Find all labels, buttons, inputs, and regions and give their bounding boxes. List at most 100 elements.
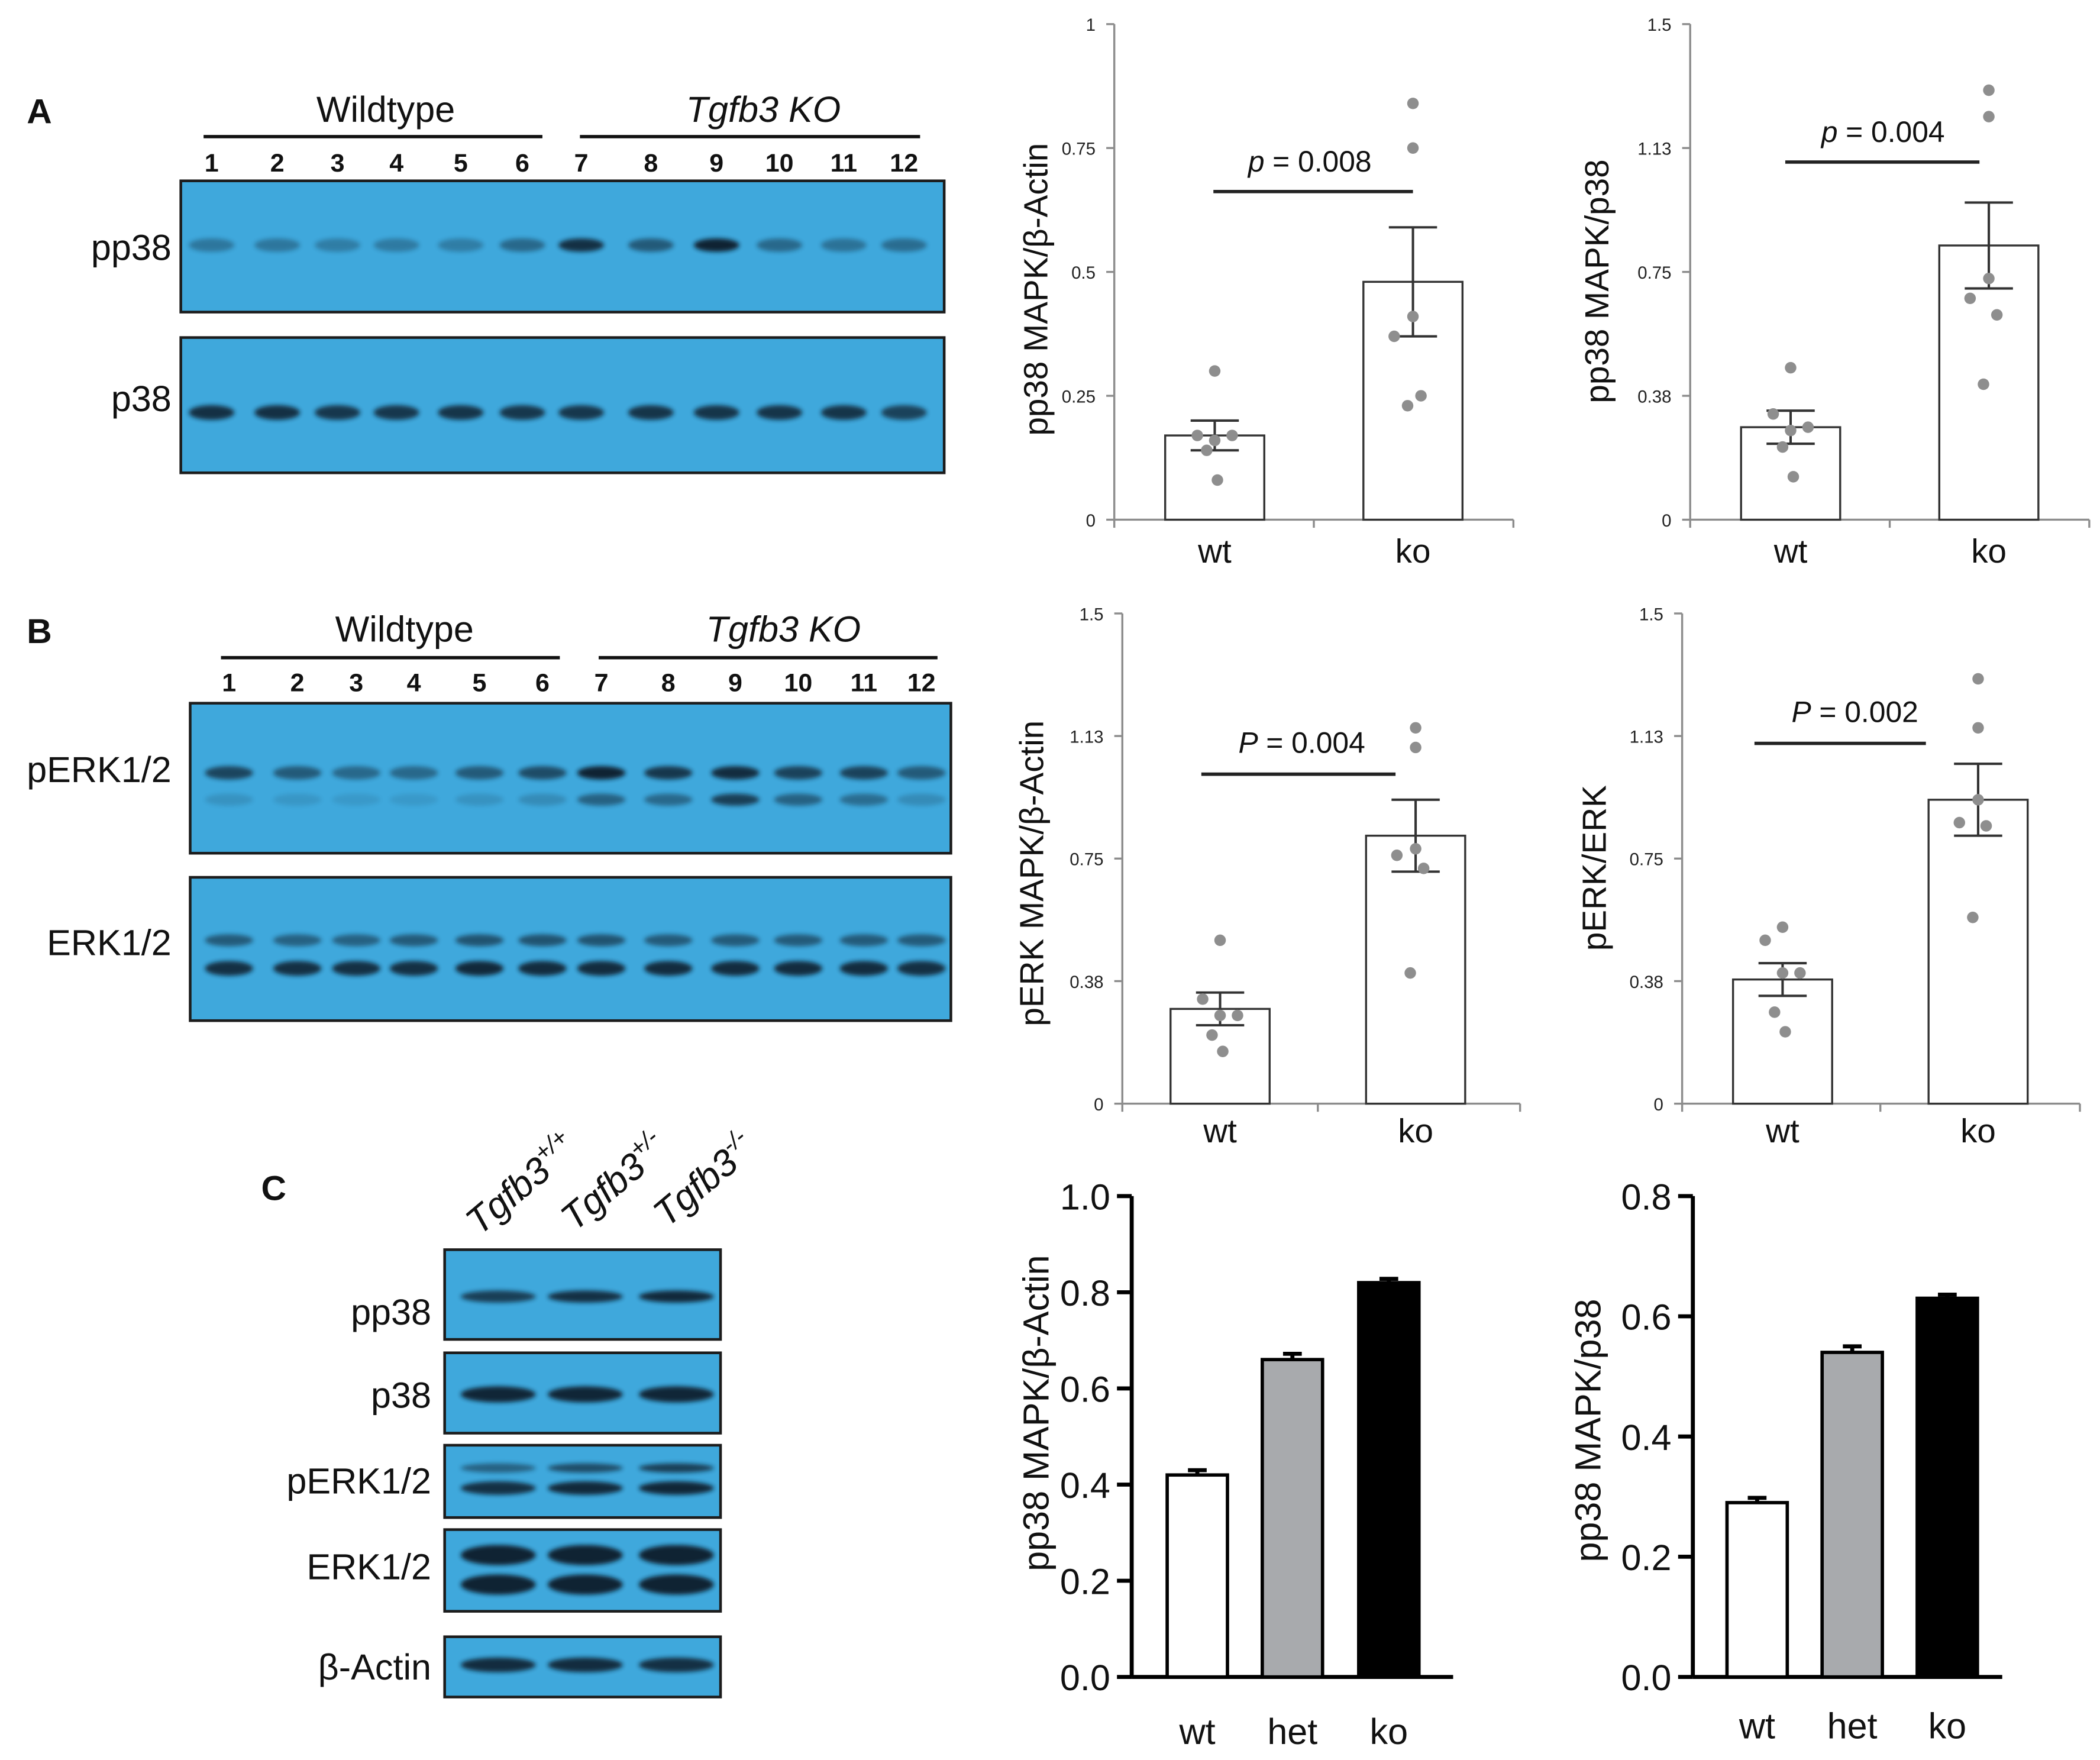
p-value-annotation: P = 0.002 — [1792, 695, 1918, 728]
protein-band — [711, 766, 760, 780]
protein-band — [881, 238, 927, 252]
error-bar-ko — [1938, 1293, 1957, 1299]
lane-number: 3 — [349, 669, 363, 697]
bar-ko — [1365, 834, 1466, 1105]
lane-number: 10 — [784, 669, 812, 697]
lane-number: 7 — [595, 669, 609, 697]
y-tick-label: 0.75 — [1070, 850, 1103, 870]
category-label-het: het — [1827, 1706, 1878, 1746]
y-tick-label: 0.5 — [1071, 263, 1096, 283]
y-tick-label: 0.0 — [1060, 1658, 1110, 1698]
protein-band — [577, 766, 626, 780]
protein-band — [254, 238, 301, 252]
blot-label: p38 — [371, 1375, 431, 1416]
blot-label: pERK1/2 — [286, 1461, 431, 1501]
protein-band-lower — [774, 793, 823, 806]
blot-label: ERK1/2 — [47, 922, 172, 963]
data-point-wt — [1226, 429, 1238, 441]
protein-band-lower — [273, 793, 322, 806]
category-label-ko: ko — [1395, 532, 1431, 570]
protein-band — [820, 405, 867, 420]
protein-band — [460, 1386, 536, 1403]
data-point-ko — [1407, 142, 1419, 154]
group-label-wildtype: Wildtype — [335, 609, 474, 650]
data-point-wt — [1209, 365, 1221, 377]
data-point-wt — [1209, 434, 1221, 447]
category-label-wt: wt — [1773, 532, 1808, 570]
protein-band — [332, 766, 380, 780]
data-point-wt — [1769, 1006, 1781, 1018]
y-axis-label: pERK MAPK/β-Actin — [1013, 721, 1051, 1026]
data-point-wt — [1211, 474, 1223, 486]
lane-number: 11 — [851, 669, 877, 697]
protein-band — [547, 1657, 623, 1672]
panel-c: C Tgfb3+/+ Tgfb3+/- Tgfb3-/- pp38p38pERK… — [261, 1123, 751, 1698]
p-value: = 0.002 — [1819, 695, 1918, 728]
category-label-wt: wt — [1739, 1706, 1775, 1746]
lane-number: 12 — [907, 669, 936, 697]
protein-band-lower — [518, 961, 567, 976]
protein-band-lower — [205, 961, 253, 976]
protein-band — [373, 238, 419, 252]
protein-band — [638, 1386, 714, 1403]
data-point-ko — [1983, 84, 1995, 96]
data-point-ko — [1404, 967, 1416, 979]
y-tick-label: 0.0 — [1621, 1658, 1672, 1698]
protein-band-lower — [577, 793, 626, 806]
protein-band-lower — [644, 793, 693, 806]
protein-band-lower — [711, 961, 760, 976]
lane-number: 6 — [515, 149, 529, 177]
protein-band — [638, 1463, 714, 1473]
blot-membrane — [443, 1528, 722, 1613]
category-label-wt: wt — [1197, 532, 1232, 570]
y-tick-label: 0.8 — [1621, 1177, 1672, 1217]
lane-number: 1 — [222, 669, 236, 697]
protein-band — [499, 405, 545, 420]
protein-band-lower — [205, 793, 253, 806]
y-tick-label: 0 — [1654, 1095, 1663, 1115]
data-point-wt — [1191, 429, 1203, 441]
bar-wt — [1165, 1473, 1229, 1679]
blot-p38: p38 — [371, 1351, 722, 1435]
chart-1: 0 0.25 0.5 0.75 1 wt ko pp38 MAPK/β-Actin p = 0.0… — [1017, 15, 1515, 570]
protein-band-lower — [897, 793, 946, 806]
blot-perk1-2: pERK1/2 — [286, 1443, 722, 1519]
lane-number: 3 — [331, 149, 345, 177]
category-label-ko: ko — [1971, 532, 2007, 570]
protein-band — [254, 405, 301, 420]
protein-band — [189, 405, 235, 420]
protein-band — [839, 934, 889, 947]
category-label-ko: ko — [1370, 1711, 1408, 1752]
protein-band-lower — [455, 793, 504, 806]
data-point-ko — [1410, 722, 1421, 734]
category-label-wt: wt — [1178, 1711, 1215, 1752]
lane-number: 9 — [728, 669, 742, 697]
lane-number: 2 — [270, 149, 285, 177]
chart-4: 0 0.38 0.75 1.13 1.5 wt ko pERK/ERK P = 0.002 — [1576, 605, 2081, 1149]
bar-ko — [1927, 799, 2029, 1105]
protein-band — [273, 934, 322, 947]
p-value-annotation: p = 0.004 — [1820, 115, 1945, 148]
protein-band — [460, 1463, 536, 1473]
y-tick-label: 0.25 — [1062, 387, 1096, 406]
data-point-ko — [1991, 309, 2003, 321]
p-symbol: p — [1820, 115, 1838, 148]
data-point-ko — [1972, 673, 1984, 685]
lane-number: 12 — [890, 149, 918, 177]
data-point-ko — [1964, 292, 1976, 305]
error-bar-ko — [1391, 798, 1440, 873]
p-symbol: p — [1247, 145, 1265, 178]
lane-number: 5 — [454, 149, 468, 177]
data-point-ko — [1401, 400, 1414, 412]
category-label-ko: ko — [1960, 1112, 1996, 1149]
data-point-ko — [1983, 111, 1995, 122]
protein-band — [205, 766, 253, 780]
protein-band — [389, 934, 438, 947]
protein-band — [757, 238, 803, 252]
blots-panel-c: pp38 p38 pERK1/2 ERK1/2 β-Actin — [286, 1248, 722, 1698]
protein-band — [558, 238, 605, 252]
bar-wt — [1731, 978, 1833, 1105]
lane-number: 1 — [205, 149, 219, 177]
bar-ko — [1362, 280, 1464, 521]
